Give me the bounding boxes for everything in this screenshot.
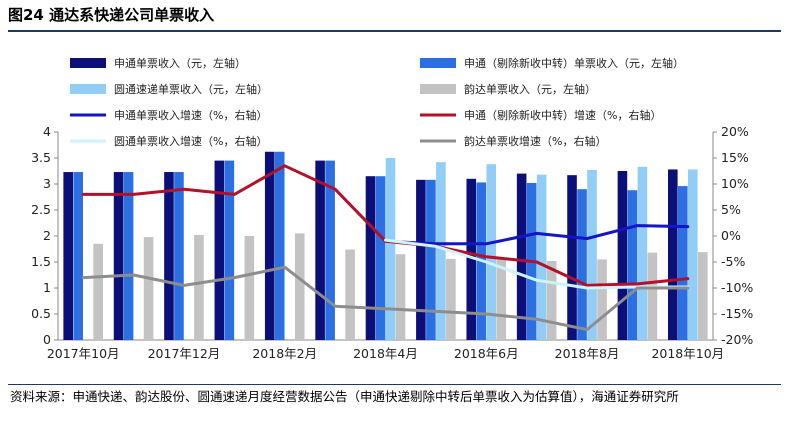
bar-2: [375, 176, 386, 340]
legend-swatch-bar: [70, 84, 106, 94]
x-axis-tick-label: 2018年6月: [454, 346, 519, 361]
bar-2: [123, 172, 134, 340]
right-axis-tick-label: 5%: [721, 202, 741, 217]
bar-4: [446, 258, 456, 340]
chart-legend: 申通单票收入（元，左轴） 申通（剔除新收中转）单票收入（元，左轴） 圆通速递单票收入…: [70, 56, 684, 148]
bar-1: [63, 172, 73, 340]
bar-3: [385, 158, 396, 340]
left-axis-tick-label: 3.5: [31, 150, 51, 165]
bar-4: [698, 252, 708, 340]
bar-2: [224, 160, 235, 340]
legend-label: 圆通单票收入增速（%，右轴）: [114, 134, 267, 148]
title-rule: [8, 30, 781, 32]
bar-1: [113, 172, 124, 340]
chart-lines: [81, 164, 690, 332]
right-axis-tick-label: 15%: [721, 150, 749, 165]
x-axis-tick-label: 2018年10月: [651, 346, 724, 361]
legend-swatch-bar: [420, 58, 456, 68]
bar-1: [617, 171, 628, 340]
legend-swatch-bar: [70, 58, 106, 68]
x-axis-tick-label: 2018年4月: [353, 346, 418, 361]
bar-4: [345, 249, 355, 340]
left-axis-tick-label: 0: [43, 332, 51, 347]
bar-1: [164, 172, 174, 340]
source-note: 资料来源：申通快递、韵达股份、圆通速递月度经营数据公告（申通快递剔除中转后单票收…: [10, 389, 679, 404]
bar-2: [426, 179, 436, 340]
bar-2: [174, 172, 184, 340]
bar-3: [637, 166, 648, 340]
bar-4: [294, 233, 305, 340]
bar-1: [416, 179, 426, 340]
bar-1: [214, 160, 225, 340]
bar-3: [486, 164, 497, 340]
bar-4: [597, 259, 607, 340]
bar-1: [668, 169, 678, 340]
bar-1: [264, 151, 275, 340]
left-axis-tick-label: 1.5: [31, 254, 51, 269]
bar-3: [587, 169, 597, 340]
bar-2: [73, 172, 83, 340]
bar-2: [678, 186, 688, 340]
bar-3: [436, 162, 446, 340]
chart-axes: 0 0.5 1 1.5 2 2.5 3 3.5 4 -20% -15% -10% -5% 0% 5% 10% 1…: [31, 124, 753, 361]
line-series-1: [384, 224, 690, 246]
bar-3: [536, 174, 547, 340]
source-rule: [8, 384, 781, 385]
bar-4: [143, 237, 154, 340]
right-axis-tick-label: -15%: [721, 306, 753, 321]
bar-4: [93, 243, 103, 340]
bar-2: [627, 190, 638, 340]
right-axis-tick-label: -20%: [721, 332, 753, 347]
bar-2: [577, 189, 587, 340]
bar-2: [274, 151, 285, 340]
legend-label: 申通单票收入增速（%，右轴）: [114, 108, 267, 122]
bar-1: [466, 178, 477, 340]
bar-4: [395, 254, 406, 340]
legend-label: 申通（剔除新收中转）单票收入（元，左轴）: [464, 56, 684, 70]
line-series-4: [81, 265, 690, 332]
bar-1: [516, 173, 527, 340]
bar-1: [567, 175, 577, 340]
bar-4: [647, 252, 658, 340]
legend-swatch-bar: [420, 84, 456, 94]
bar-4: [546, 260, 557, 340]
x-axis-tick-label: 2018年2月: [252, 346, 317, 361]
x-axis-tick-label: 2017年10月: [47, 346, 120, 361]
right-axis-tick-label: 20%: [721, 124, 749, 139]
left-axis-tick-label: 3: [43, 176, 51, 191]
bar-4: [496, 259, 507, 340]
right-axis-tick-label: -10%: [721, 280, 753, 295]
chart: 申通单票收入（元，左轴） 申通（剔除新收中转）单票收入（元，左轴） 圆通速递单票收入…: [31, 56, 753, 361]
line-series-2: [81, 164, 690, 287]
left-axis-tick-label: 1: [43, 280, 51, 295]
bar-2: [325, 160, 335, 340]
right-axis-tick-label: -5%: [721, 254, 745, 269]
left-axis-tick-label: 0.5: [31, 306, 51, 321]
left-axis-tick-label: 2: [43, 228, 51, 243]
legend-label: 申通单票收入（元，左轴）: [114, 56, 246, 70]
legend-label: 圆通速递单票收入（元，左轴）: [114, 82, 268, 96]
figure-title: 图24 通达系快递公司单票收入: [8, 6, 215, 24]
bar-4: [244, 236, 255, 340]
chart-bars: [63, 151, 708, 340]
bar-4: [194, 234, 204, 340]
bar-1: [315, 160, 325, 340]
left-axis-tick-label: 4: [43, 124, 51, 139]
legend-label: 韵达单票收入（元，左轴）: [464, 82, 596, 96]
legend-label: 申通（剔除新收中转）增速（%，右轴）: [464, 108, 661, 122]
x-axis-tick-label: 2018年8月: [555, 346, 620, 361]
legend-label: 韵达单票收增速（%，右轴）: [464, 134, 606, 148]
right-axis-tick-label: 0%: [721, 228, 741, 243]
left-axis-tick-label: 2.5: [31, 202, 51, 217]
right-axis-tick-label: 10%: [721, 176, 749, 191]
bar-1: [365, 176, 376, 340]
bar-3: [688, 169, 698, 340]
x-axis-tick-label: 2017年12月: [148, 346, 221, 361]
